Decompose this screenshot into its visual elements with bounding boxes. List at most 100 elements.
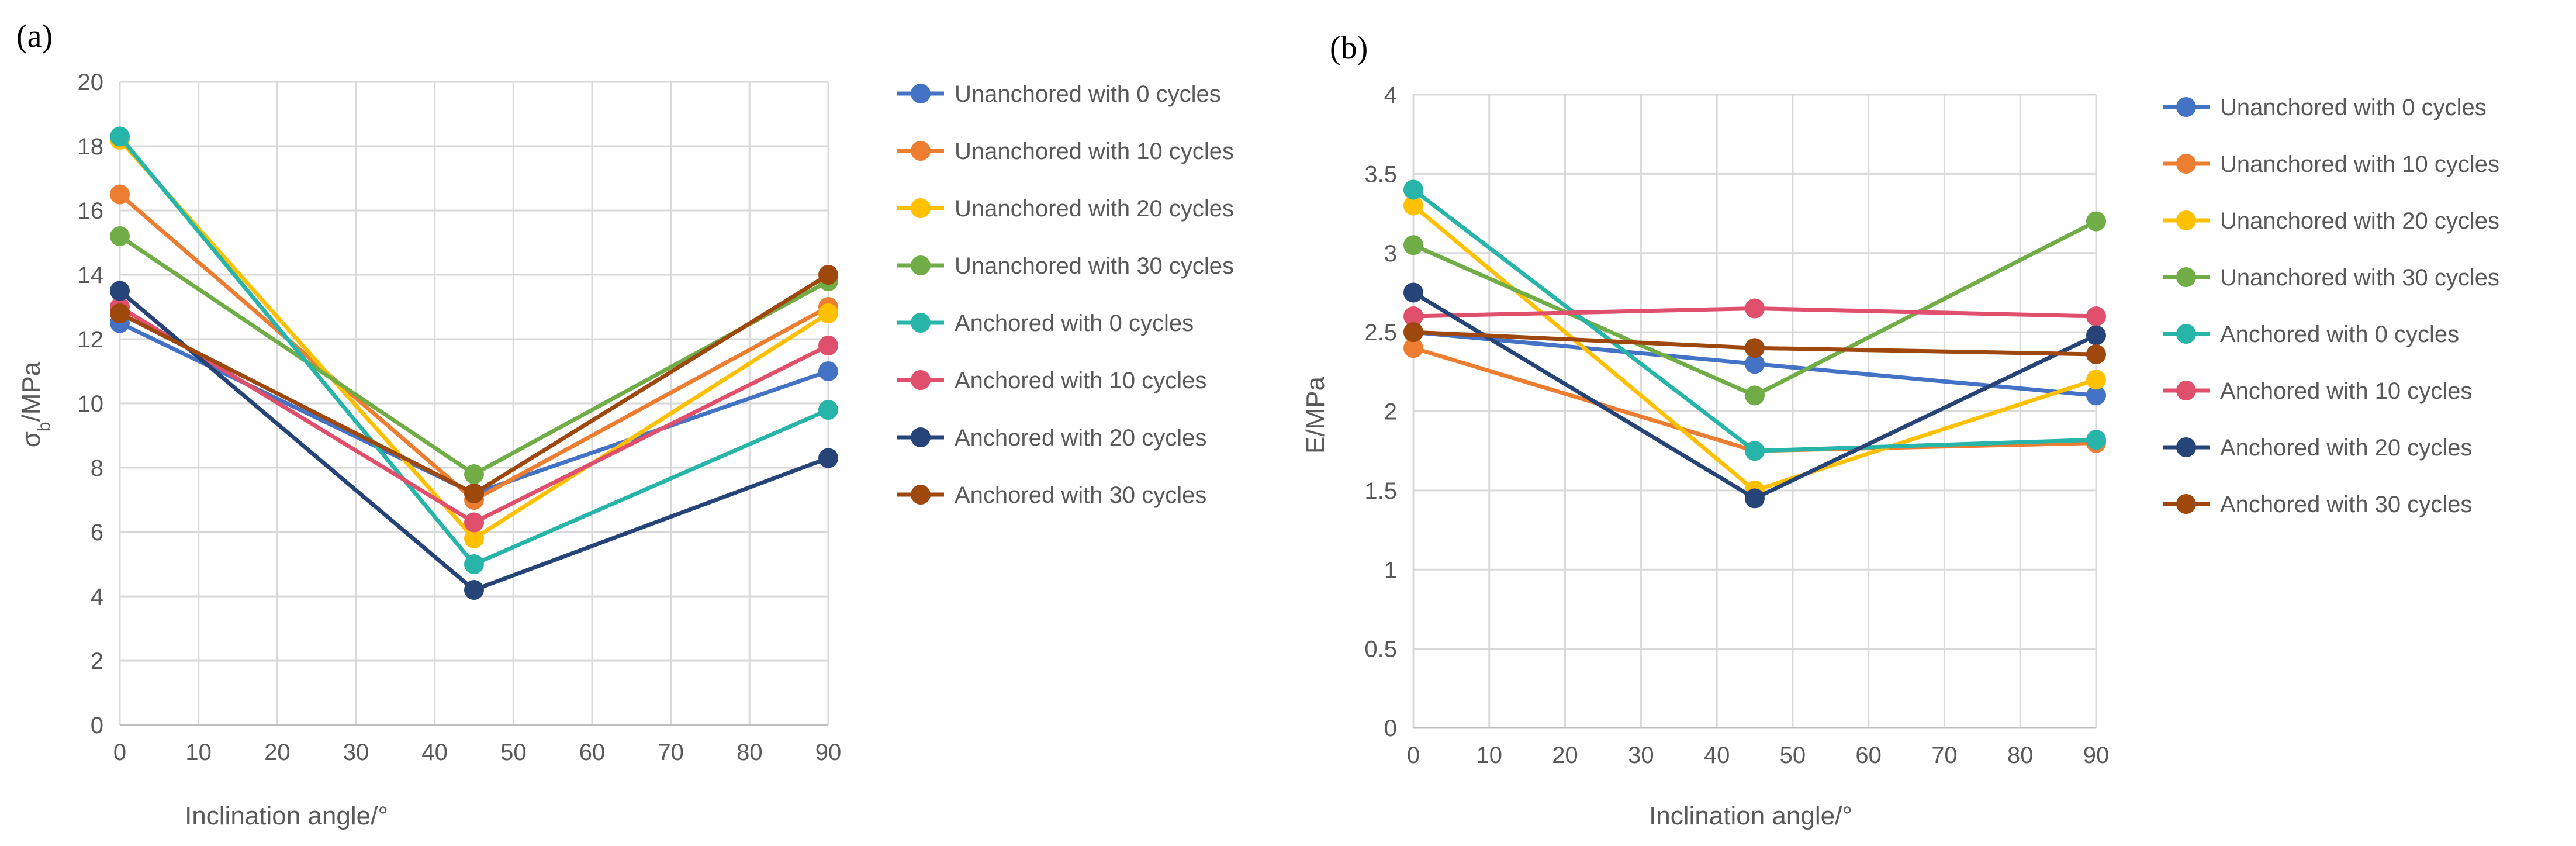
tick-labels-b: 0 10 20 30 40 50 60 70 80 90 0 0.5 1 1.5 2 2.5 3 3.5 4: [1364, 82, 2109, 768]
series-4: [1403, 211, 2106, 406]
legend-item: Unanchored with 10 cycles: [897, 139, 1234, 164]
data-point: [818, 361, 838, 381]
legend-item: Anchored with 10 cycles: [2163, 378, 2472, 404]
legend-label: Anchored with 10 cycles: [955, 368, 1206, 393]
data-point: [1403, 195, 1423, 216]
legend-label: Unanchored with 10 cycles: [955, 139, 1234, 164]
data-point: [1403, 338, 1423, 358]
y-tick-label: 16: [78, 198, 104, 224]
data-point: [1403, 235, 1423, 255]
x-tick-label: 30: [1628, 743, 1654, 768]
x-tick-label: 40: [421, 740, 448, 765]
legend-item: Unanchored with 30 cycles: [897, 253, 1234, 279]
legend-a: Unanchored with 0 cycles Unanchored with …: [897, 81, 1234, 508]
series-5: [1403, 179, 2106, 461]
data-point: [110, 126, 130, 147]
x-tick-label: 50: [1780, 743, 1806, 768]
legend-label: Unanchored with 20 cycles: [2220, 208, 2499, 234]
legend-swatch-marker: [911, 370, 931, 390]
data-point: [110, 303, 130, 323]
data-point: [110, 281, 130, 301]
data-point: [818, 448, 838, 468]
series-line: [119, 234, 829, 476]
x-tick-label: 80: [737, 740, 763, 765]
y-tick-label: 1: [1384, 557, 1397, 583]
series-2: [110, 184, 838, 510]
legend-item: Unanchored with 0 cycles: [897, 81, 1221, 107]
legend-swatch-marker: [911, 485, 931, 505]
y-tick-label: 2: [1384, 399, 1397, 425]
y-tick-label: 2.5: [1364, 320, 1397, 346]
x-tick-label: 90: [815, 740, 842, 765]
data-point: [2086, 325, 2106, 346]
grid-lines-a: [119, 81, 829, 726]
series-8: [1403, 322, 2106, 365]
legend-label: Unanchored with 0 cycles: [955, 81, 1221, 107]
legend-swatch-marker: [2176, 97, 2196, 117]
data-point: [2086, 211, 2106, 232]
data-point: [2086, 344, 2106, 365]
legend-swatch-marker: [2176, 210, 2196, 230]
data-point: [1403, 179, 1423, 200]
x-tick-label: 90: [2083, 743, 2110, 768]
x-tick-label: 70: [1931, 743, 1958, 768]
legend-item: Anchored with 20 cycles: [2163, 435, 2472, 461]
data-point: [1745, 441, 1765, 461]
legend-swatch-marker: [2176, 437, 2196, 457]
y-tick-label: 3.5: [1364, 161, 1397, 187]
series-6: [1403, 298, 2106, 327]
y-tick-label: 4: [1384, 82, 1397, 108]
data-point: [2086, 385, 2106, 406]
y-tick-label: 0.5: [1364, 637, 1397, 662]
legend-label: Anchored with 20 cycles: [2220, 435, 2472, 461]
y-tick-label: 2: [91, 648, 103, 674]
y-tick-label: 20: [78, 70, 104, 95]
x-tick-label: 30: [343, 740, 369, 765]
legend-swatch-marker: [911, 84, 931, 103]
tick-labels-a: 0 10 20 30 40 50 60 70 80 90 0 2 4 6 8 10 12 14 16 18 20: [78, 70, 842, 765]
x-tick-label: 0: [1407, 743, 1420, 768]
data-point: [1403, 282, 1423, 303]
x-tick-label: 10: [1477, 743, 1503, 768]
y-tick-label: 12: [78, 327, 104, 353]
legend-label: Unanchored with 30 cycles: [2220, 265, 2499, 291]
x-axis-title-b: Inclination angle/°: [1649, 802, 1852, 830]
legend-item: Anchored with 0 cycles: [897, 310, 1194, 336]
legend-item: Anchored with 10 cycles: [897, 368, 1206, 393]
chart-panel-b: (b) 0 10 20 30 40 50 60 70 80 90 0 0.5 1 1.5 2 2.5 3 3.5 4…: [1301, 30, 2499, 830]
series-lines-a: [110, 126, 838, 600]
data-point: [464, 580, 484, 600]
legend-label: Unanchored with 10 cycles: [2220, 151, 2499, 177]
legend-item: Unanchored with 0 cycles: [2163, 95, 2487, 120]
data-point: [2086, 306, 2106, 327]
legend-label: Anchored with 10 cycles: [2220, 378, 2472, 404]
legend-swatch-marker: [2176, 154, 2196, 174]
panel-label-b: (b): [1330, 30, 1368, 66]
panel-label-a: (a): [16, 18, 53, 54]
x-tick-label: 50: [500, 740, 527, 765]
legend-swatch-marker: [2176, 324, 2196, 344]
legend-label: Anchored with 20 cycles: [955, 425, 1206, 451]
legend-item: Unanchored with 20 cycles: [897, 196, 1234, 222]
y-tick-label: 1.5: [1364, 478, 1397, 504]
legend-swatch-marker: [911, 255, 931, 275]
x-tick-label: 20: [1552, 743, 1578, 768]
legend-item: Anchored with 0 cycles: [2163, 322, 2459, 347]
series-7: [1403, 282, 2106, 509]
data-point: [110, 184, 130, 205]
data-point: [2086, 430, 2106, 450]
series-8: [110, 265, 838, 503]
data-point: [1745, 338, 1765, 358]
x-tick-label: 40: [1704, 743, 1730, 768]
chart-panel-a: (a) 0 10 20 30 40 50 60 70 80 90 0 2 4 6 8 10 12 14 16 18 20…: [16, 18, 1234, 830]
x-tick-label: 0: [113, 740, 126, 765]
legend-swatch-marker: [2176, 381, 2196, 400]
legend-item: Unanchored with 30 cycles: [2163, 265, 2499, 291]
y-tick-label: 18: [78, 134, 104, 160]
legend-swatch-marker: [911, 427, 931, 447]
legend-label: Unanchored with 30 cycles: [955, 253, 1234, 279]
series-lines-b: [1403, 179, 2106, 509]
data-point: [1745, 385, 1765, 406]
data-point: [1745, 298, 1765, 319]
x-tick-label: 80: [2007, 743, 2034, 768]
